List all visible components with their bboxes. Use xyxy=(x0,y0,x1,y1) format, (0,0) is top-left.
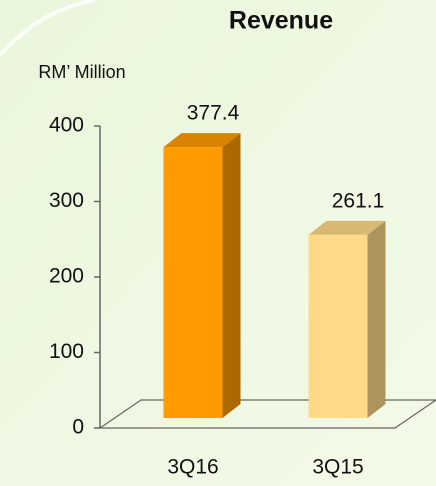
bar-side xyxy=(222,133,241,419)
y-tick-label: 200 xyxy=(49,265,84,288)
bar xyxy=(163,133,241,419)
y-tick-label: 0 xyxy=(72,416,84,439)
bar xyxy=(308,220,386,418)
x-tick-label: 3Q15 xyxy=(312,456,363,479)
bar-front xyxy=(163,147,223,419)
y-tick-label: 300 xyxy=(49,189,84,212)
x-tick-label: 3Q16 xyxy=(167,456,218,479)
bar-side xyxy=(367,220,386,418)
chart-title: Revenue xyxy=(229,7,333,35)
y-tick-label: 100 xyxy=(49,340,84,363)
data-label: 377.4 xyxy=(187,102,240,125)
y-axis-label: RM’ Million xyxy=(38,62,125,82)
decor-arc xyxy=(0,0,96,57)
data-label: 261.1 xyxy=(332,189,385,212)
y-tick-label: 400 xyxy=(49,114,84,137)
bar-top xyxy=(308,220,386,235)
bar-front xyxy=(308,234,368,418)
bar-top xyxy=(163,133,241,148)
floor xyxy=(98,399,436,429)
